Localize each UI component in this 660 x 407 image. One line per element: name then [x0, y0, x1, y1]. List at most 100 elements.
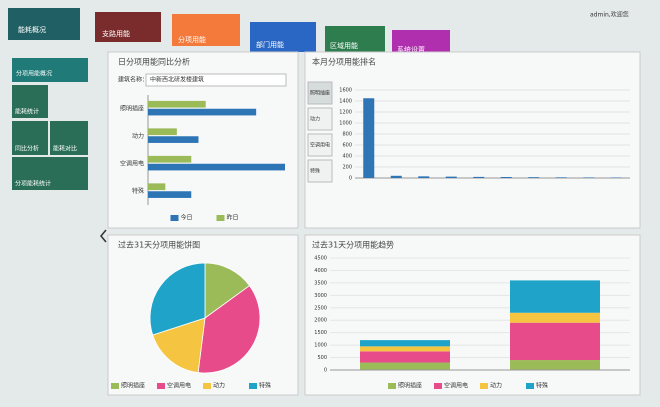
y-tick-label: 照明插座 — [120, 104, 144, 112]
y-tick-label: 1500 — [314, 330, 327, 336]
tab-label[interactable]: 空调用电 — [310, 142, 330, 149]
y-tick-label: 特殊 — [132, 187, 144, 195]
tab-label[interactable]: 特殊 — [310, 168, 320, 175]
nav-label[interactable]: 分项用能 — [178, 35, 206, 44]
tab-label[interactable]: 动力 — [310, 116, 320, 123]
bar-segment — [360, 351, 450, 363]
legend-swatch — [170, 215, 179, 221]
bar — [148, 183, 166, 191]
nav-tile[interactable] — [8, 8, 80, 40]
nav-label[interactable]: 区域用能 — [330, 41, 358, 50]
legend-swatch — [480, 383, 488, 389]
panel-title: 过去31天分项用能饼图 — [118, 240, 200, 250]
pie-slice — [152, 317, 206, 374]
bar — [583, 177, 595, 178]
tab[interactable] — [307, 159, 333, 183]
bar-segment — [360, 362, 450, 370]
panel-title: 过去31天分项用能趋势 — [312, 240, 394, 250]
panel — [304, 51, 641, 229]
y-tick-label: 4000 — [314, 268, 327, 274]
side-tile[interactable] — [12, 121, 48, 155]
y-tick-label: 400 — [342, 154, 352, 160]
side-label[interactable]: 能耗统计 — [15, 108, 39, 116]
side-label[interactable]: 能耗对比 — [53, 145, 77, 153]
legend-label: 空调用电 — [167, 382, 191, 390]
bar — [148, 191, 192, 198]
legend-label: 照明插座 — [121, 382, 145, 390]
legend-swatch — [249, 383, 257, 389]
side-tile[interactable] — [12, 157, 88, 190]
pie-slice — [197, 285, 261, 374]
legend-label: 昨日 — [227, 214, 239, 222]
bar-segment — [510, 322, 600, 361]
selector-label: 建筑名称： — [118, 76, 148, 84]
legend-label: 动力 — [213, 382, 225, 390]
legend-label: 特殊 — [259, 382, 271, 390]
selector-value[interactable]: 中新西北研发楼建筑 — [150, 76, 204, 84]
y-tick-label: 2500 — [314, 305, 327, 311]
bar — [528, 177, 540, 178]
y-tick-label: 200 — [342, 165, 352, 171]
y-tick-label: 2000 — [314, 318, 327, 324]
nav-label[interactable]: 部门用能 — [256, 40, 284, 49]
nav-tile[interactable] — [250, 22, 316, 52]
y-tick-label: 800 — [342, 132, 352, 138]
legend-swatch — [216, 215, 225, 221]
sidebar: 分项用能概况 能耗统计 同比分析 能耗对比 分项能耗统计 — [12, 58, 88, 190]
bar — [473, 176, 485, 178]
y-tick-label: 1400 — [339, 99, 352, 105]
bar — [363, 98, 375, 178]
tab[interactable] — [307, 133, 333, 157]
panel-title: 日分项用能同比分析 — [118, 57, 190, 67]
selector[interactable] — [145, 73, 287, 87]
side-tile[interactable] — [50, 121, 88, 155]
panel-title: 本月分项用能排名 — [312, 57, 376, 67]
tab[interactable] — [307, 107, 333, 131]
bar — [148, 128, 177, 136]
nav: 能耗概况 支路用能 分项用能 部门用能 区域用能 系统设置 admin,欢迎您 — [8, 8, 629, 56]
tab-label[interactable]: 照明插座 — [310, 90, 330, 97]
bar-segment — [360, 346, 450, 352]
nav-label[interactable]: 支路用能 — [102, 29, 130, 38]
side-label[interactable]: 分项用能概况 — [16, 70, 52, 78]
bar — [418, 176, 430, 178]
y-tick-label: 4500 — [314, 256, 327, 262]
nav-tile[interactable] — [172, 14, 240, 46]
bar-segment — [510, 280, 600, 313]
y-tick-label: 1000 — [314, 343, 327, 349]
nav-label[interactable]: 能耗概况 — [18, 25, 46, 34]
y-tick-label: 3500 — [314, 280, 327, 286]
y-tick-label: 1000 — [339, 121, 352, 127]
y-tick-label: 动力 — [132, 132, 144, 140]
nav-tile[interactable] — [95, 12, 161, 42]
side-tile[interactable] — [12, 85, 48, 118]
legend-swatch — [526, 383, 534, 389]
y-tick-label: 1200 — [339, 110, 352, 116]
nav-tile[interactable] — [325, 26, 385, 54]
legend-swatch — [434, 383, 442, 389]
bar — [445, 176, 457, 178]
bar — [500, 177, 512, 178]
legend-label: 今日 — [181, 214, 193, 222]
bar — [148, 155, 192, 163]
side-tile[interactable] — [12, 58, 88, 82]
bar-segment — [510, 312, 600, 323]
bar — [390, 175, 402, 178]
bar — [148, 163, 285, 171]
y-tick-label: 500 — [317, 355, 327, 361]
side-label[interactable]: 同比分析 — [15, 145, 39, 153]
tab[interactable] — [307, 81, 333, 105]
pie-slice — [204, 262, 251, 319]
y-tick-label: 3000 — [314, 293, 327, 299]
y-tick-label: 600 — [342, 143, 352, 149]
prev-arrow[interactable] — [100, 229, 107, 243]
side-label[interactable]: 分项能耗统计 — [15, 180, 51, 188]
bar — [555, 177, 567, 178]
bar — [148, 108, 257, 116]
pie-slice — [149, 262, 206, 336]
bar-segment — [510, 360, 600, 370]
y-tick-label: 0 — [349, 176, 352, 182]
y-tick-label: 0 — [324, 368, 327, 374]
nav-label[interactable]: 系统设置 — [397, 45, 425, 54]
